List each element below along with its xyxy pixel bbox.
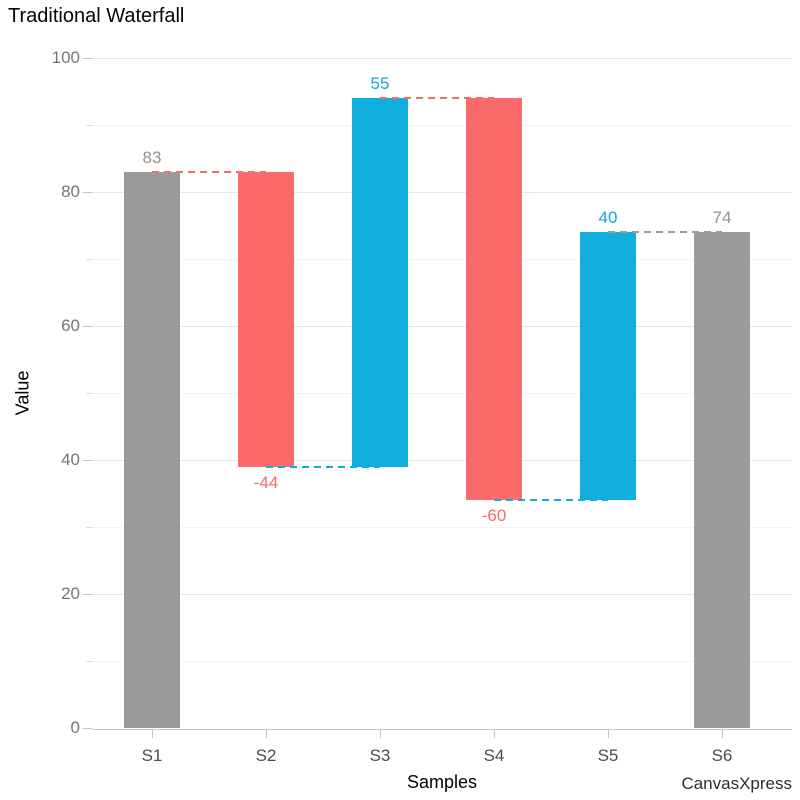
- gridline-major: [92, 460, 792, 461]
- gridline-minor: [92, 393, 792, 394]
- y-axis-title: Value: [12, 370, 33, 416]
- x-axis-tick: [152, 730, 153, 738]
- bar-value-label: -60: [481, 506, 507, 526]
- y-axis-tick: [83, 192, 92, 193]
- gridline-major: [92, 58, 792, 59]
- x-tick-label: S3: [369, 746, 391, 765]
- y-axis-minor-tick: [86, 259, 92, 260]
- y-tick-label: 100: [51, 48, 80, 67]
- x-axis-tick: [380, 730, 381, 738]
- gridline-major: [92, 192, 792, 193]
- connector-dashed-line: [266, 465, 380, 468]
- connector-dashed-line: [608, 231, 722, 234]
- gridline-major: [92, 326, 792, 327]
- waterfall-bar-s1: [124, 171, 180, 728]
- gridline-minor: [92, 125, 792, 126]
- chart-title: Traditional Waterfall: [8, 5, 185, 27]
- x-tick-label: S4: [483, 746, 505, 765]
- waterfall-bar-s3: [352, 98, 408, 467]
- y-tick-label: 20: [61, 584, 80, 603]
- x-axis-tick: [722, 730, 723, 738]
- canvasxpress-watermark: CanvasXpress: [681, 774, 792, 793]
- x-axis-tick: [266, 730, 267, 738]
- connector-dashed-line: [380, 97, 494, 100]
- bar-value-label: 55: [370, 74, 390, 94]
- y-axis-tick: [83, 326, 92, 327]
- y-tick-label: 80: [61, 182, 80, 201]
- gridline-minor: [92, 661, 792, 662]
- x-tick-label: S1: [141, 746, 163, 765]
- y-tick-label: 40: [61, 450, 80, 469]
- x-axis-tick: [494, 730, 495, 738]
- y-axis-tick: [83, 594, 92, 595]
- waterfall-bar-s2: [238, 171, 294, 467]
- y-tick-label: 0: [70, 718, 80, 737]
- y-axis-minor-tick: [86, 393, 92, 394]
- y-axis-minor-tick: [86, 661, 92, 662]
- x-tick-label: S2: [255, 746, 277, 765]
- x-axis-line: [92, 729, 792, 730]
- x-tick-label: S6: [711, 746, 733, 765]
- gridline-minor: [92, 259, 792, 260]
- x-axis-tick: [608, 730, 609, 738]
- y-axis-tick: [83, 460, 92, 461]
- y-tick-label: 60: [61, 316, 80, 335]
- connector-dashed-line: [152, 170, 266, 173]
- bar-value-label: 74: [712, 208, 732, 228]
- bar-value-label: 83: [142, 147, 162, 167]
- y-axis-minor-tick: [86, 527, 92, 528]
- connector-dashed-line: [494, 499, 608, 502]
- bar-value-label: 40: [598, 208, 618, 228]
- bar-value-label: -44: [253, 472, 279, 492]
- waterfall-bar-s6: [694, 232, 750, 728]
- gridline-major: [92, 594, 792, 595]
- x-tick-label: S5: [597, 746, 619, 765]
- y-axis-minor-tick: [86, 125, 92, 126]
- gridline-minor: [92, 527, 792, 528]
- x-axis-title: Samples: [406, 772, 478, 792]
- waterfall-bar-s5: [580, 232, 636, 501]
- y-axis-tick: [83, 58, 92, 59]
- y-axis-tick: [83, 728, 92, 729]
- waterfall-bar-s4: [466, 98, 522, 501]
